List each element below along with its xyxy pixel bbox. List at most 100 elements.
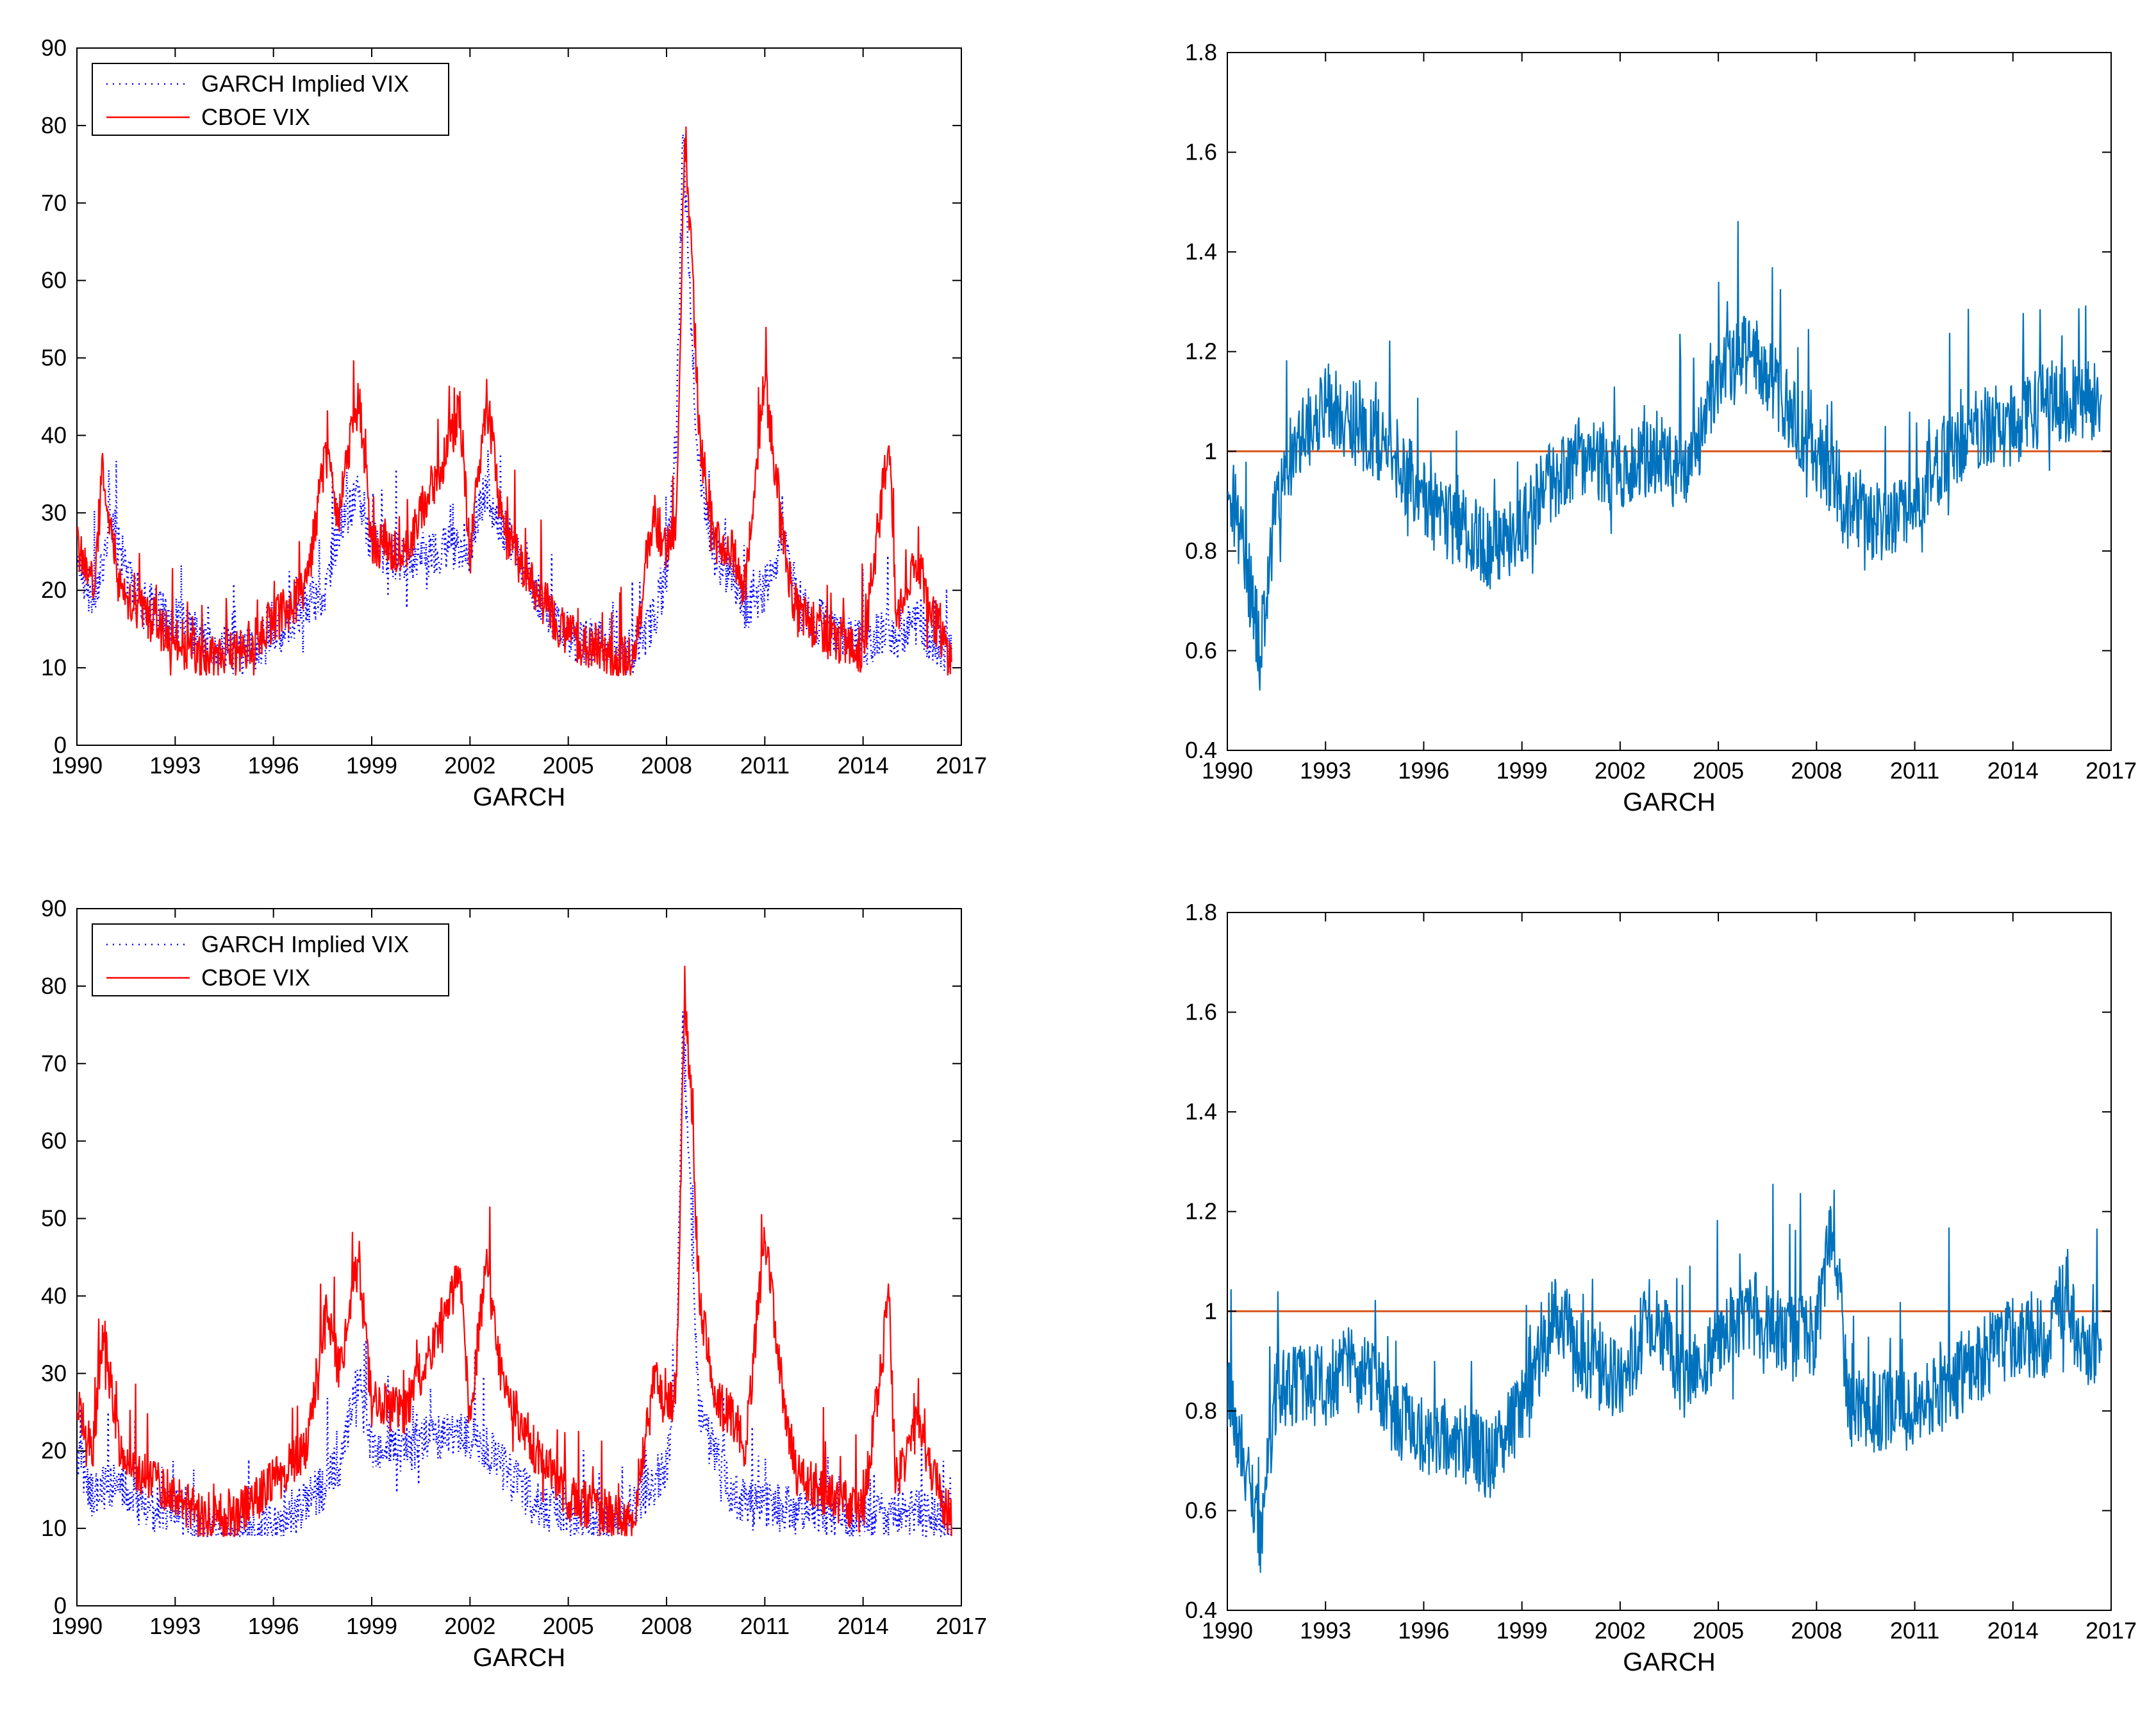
y-tick-label: 1.2 bbox=[1185, 1198, 1217, 1225]
x-tick-label: 2014 bbox=[838, 752, 889, 779]
x-tick-label: 1996 bbox=[248, 1613, 299, 1639]
x-tick-label: 1993 bbox=[149, 752, 201, 779]
x-tick-label: 2008 bbox=[1791, 757, 1842, 784]
x-axis-label: GARCH bbox=[473, 1644, 565, 1672]
y-tick-label: 10 bbox=[41, 1515, 67, 1541]
y-tick-label: 50 bbox=[41, 1205, 67, 1232]
plot-area bbox=[77, 966, 952, 1539]
y-tick-label: 1.2 bbox=[1185, 338, 1217, 365]
y-tick-label: 0.4 bbox=[1185, 737, 1217, 763]
legend-label: GARCH Implied VIX bbox=[201, 70, 409, 97]
y-tick-label: 20 bbox=[41, 577, 67, 603]
x-tick-label: 2008 bbox=[1791, 1617, 1842, 1644]
y-tick-label: 1 bbox=[1204, 1298, 1217, 1324]
x-tick-label: 2011 bbox=[740, 1613, 790, 1639]
legend-label: CBOE VIX bbox=[201, 964, 310, 991]
legend-label: GARCH Implied VIX bbox=[201, 931, 409, 957]
x-tick-label: 2002 bbox=[1595, 757, 1646, 784]
y-tick-label: 90 bbox=[41, 35, 67, 61]
y-tick-label: 40 bbox=[41, 422, 67, 448]
y-tick-label: 1.8 bbox=[1185, 39, 1217, 65]
x-tick-label: 2014 bbox=[1987, 757, 2039, 784]
y-tick-label: 30 bbox=[41, 1360, 67, 1386]
x-tick-label: 2002 bbox=[444, 752, 495, 779]
x-axis-label: GARCH bbox=[1623, 788, 1715, 816]
x-tick-label: 2008 bbox=[641, 1613, 692, 1639]
y-tick-label: 10 bbox=[41, 654, 67, 681]
x-tick-label: 2005 bbox=[543, 1613, 594, 1639]
x-tick-label: 1999 bbox=[1497, 757, 1548, 784]
chart-panel-bottom-right: 1990 1993 1996 1999 2002 2005 2008 2011 2014 2017… bbox=[1185, 899, 2137, 1676]
series-line-ratio bbox=[1227, 1184, 2102, 1573]
y-tick-label: 80 bbox=[41, 973, 67, 999]
plot-area bbox=[1227, 220, 2111, 691]
x-tick-label: 2011 bbox=[1890, 757, 1939, 784]
x-tick-label: 2014 bbox=[1987, 1617, 2039, 1644]
x-tick-label: 2017 bbox=[936, 1613, 987, 1639]
y-tick-label: 1.4 bbox=[1185, 1098, 1217, 1125]
y-tick-label: 1.6 bbox=[1185, 999, 1217, 1025]
y-tick-label: 80 bbox=[41, 112, 67, 138]
x-tick-label: 2011 bbox=[1890, 1617, 1939, 1644]
y-tick-label: 60 bbox=[41, 1128, 67, 1154]
y-tick-label: 1.4 bbox=[1185, 238, 1217, 265]
x-tick-label: 1990 bbox=[51, 752, 103, 779]
plot-area bbox=[77, 126, 952, 677]
x-axis-label: GARCH bbox=[473, 783, 565, 811]
y-tick-label: 0.6 bbox=[1185, 637, 1217, 663]
series-line-cboe-vix bbox=[77, 966, 952, 1538]
y-tick-label: 1 bbox=[1204, 438, 1217, 464]
x-tick-label: 1999 bbox=[346, 752, 397, 779]
y-tick-label: 1.6 bbox=[1185, 139, 1217, 165]
x-tick-label: 2005 bbox=[1693, 757, 1744, 784]
x-tick-label: 2008 bbox=[641, 752, 692, 779]
y-tick-label: 0.4 bbox=[1185, 1597, 1217, 1623]
y-tick-label: 20 bbox=[41, 1437, 67, 1464]
legend-box bbox=[92, 923, 449, 996]
x-tick-label: 2002 bbox=[1595, 1617, 1646, 1644]
y-tick-label: 60 bbox=[41, 267, 67, 293]
series-line-ratio bbox=[1227, 220, 2102, 691]
x-tick-label: 2005 bbox=[1693, 1617, 1744, 1644]
y-tick-label: 0.8 bbox=[1185, 1398, 1217, 1424]
x-tick-label: 2002 bbox=[444, 1613, 495, 1639]
y-tick-label: 30 bbox=[41, 499, 67, 525]
x-tick-label: 1993 bbox=[149, 1613, 201, 1639]
y-tick-label: 70 bbox=[41, 190, 67, 216]
x-axis-label: GARCH bbox=[1623, 1648, 1715, 1676]
axes-frame bbox=[1227, 912, 2112, 1611]
x-tick-label: 1993 bbox=[1300, 757, 1351, 784]
x-tick-label: 2017 bbox=[936, 752, 987, 779]
y-tick-label: 50 bbox=[41, 345, 67, 371]
x-tick-label: 1999 bbox=[346, 1613, 397, 1639]
y-tick-label: 90 bbox=[41, 895, 67, 921]
chart-panel-top-left: 1990 1993 1996 1999 2002 2005 2008 2011 2014 2017… bbox=[41, 35, 987, 811]
x-tick-label: 2014 bbox=[838, 1613, 889, 1639]
x-tick-label: 1996 bbox=[1398, 757, 1449, 784]
y-tick-label: 40 bbox=[41, 1282, 67, 1309]
y-tick-label: 0.6 bbox=[1185, 1497, 1217, 1523]
y-tick-label: 0 bbox=[54, 732, 67, 758]
x-tick-label: 1993 bbox=[1300, 1617, 1351, 1644]
x-tick-label: 1990 bbox=[51, 1613, 103, 1639]
y-tick-label: 70 bbox=[41, 1050, 67, 1077]
x-tick-label: 1990 bbox=[1202, 757, 1253, 784]
x-tick-label: 1990 bbox=[1202, 1617, 1253, 1644]
x-tick-label: 1996 bbox=[248, 752, 299, 779]
chart-panel-bottom-left: 1990 1993 1996 1999 2002 2005 2008 2011 2014 2017… bbox=[41, 895, 987, 1672]
y-tick-label: 0.8 bbox=[1185, 538, 1217, 564]
y-tick-label: 1.8 bbox=[1185, 899, 1217, 925]
legend-label: CBOE VIX bbox=[201, 104, 310, 130]
chart-panel-top-right: 1990 1993 1996 1999 2002 2005 2008 2011 2014 2017… bbox=[1185, 39, 2137, 816]
y-tick-label: 0 bbox=[54, 1592, 67, 1619]
legend-box bbox=[92, 63, 449, 136]
legend: GARCH Implied VIX CBOE VIX bbox=[92, 63, 449, 136]
series-line-cboe-vix bbox=[77, 126, 952, 677]
x-tick-label: 2011 bbox=[740, 752, 790, 779]
plot-area bbox=[1227, 1184, 2111, 1573]
x-tick-label: 2017 bbox=[2086, 757, 2137, 784]
series-line-garch-implied-vix bbox=[77, 134, 952, 676]
x-tick-label: 2017 bbox=[2086, 1617, 2137, 1644]
x-tick-label: 2005 bbox=[543, 752, 594, 779]
